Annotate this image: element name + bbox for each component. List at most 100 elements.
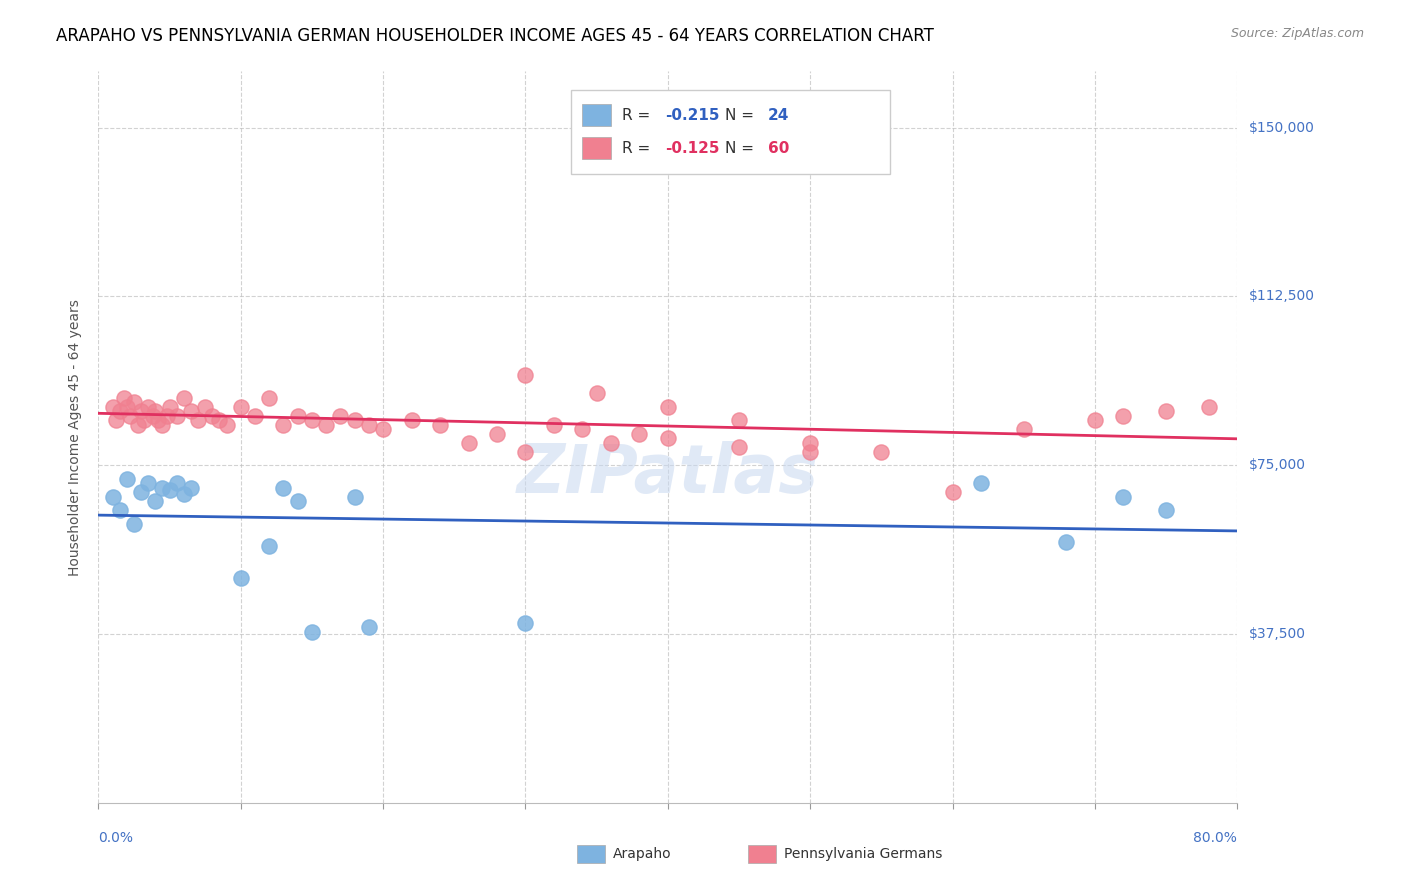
Point xyxy=(132,413,155,427)
Text: -0.125: -0.125 xyxy=(665,141,720,156)
Point xyxy=(585,386,607,401)
Point xyxy=(571,422,593,436)
Point xyxy=(357,417,380,432)
Point xyxy=(173,487,195,501)
Point xyxy=(515,444,537,458)
Point xyxy=(259,391,281,405)
Point xyxy=(101,400,124,414)
Point xyxy=(273,481,295,495)
Point xyxy=(799,444,821,458)
Point xyxy=(457,435,479,450)
Point xyxy=(152,417,174,432)
Point xyxy=(728,440,751,454)
Point xyxy=(115,472,138,486)
Point xyxy=(259,539,281,553)
Text: $37,500: $37,500 xyxy=(1249,627,1305,641)
Point xyxy=(141,409,163,423)
Point xyxy=(343,413,366,427)
Point xyxy=(657,431,679,445)
Point xyxy=(122,395,145,409)
Point xyxy=(287,409,309,423)
Point xyxy=(942,485,965,500)
Point xyxy=(156,409,179,423)
Point xyxy=(657,400,679,414)
Text: R =: R = xyxy=(623,108,655,123)
Point xyxy=(301,624,323,639)
Point xyxy=(728,413,751,427)
Point xyxy=(136,400,159,414)
Point xyxy=(159,400,181,414)
Point xyxy=(229,571,252,585)
Point xyxy=(1112,490,1135,504)
Point xyxy=(194,400,217,414)
Point xyxy=(129,485,152,500)
Point xyxy=(799,435,821,450)
Text: N =: N = xyxy=(725,141,759,156)
Point xyxy=(315,417,337,432)
Point xyxy=(1056,534,1078,549)
Point xyxy=(970,476,993,491)
Point xyxy=(108,404,131,418)
Point xyxy=(118,409,141,423)
Bar xyxy=(571,90,890,174)
Text: 80.0%: 80.0% xyxy=(1194,830,1237,845)
Point xyxy=(104,413,127,427)
Text: $75,000: $75,000 xyxy=(1249,458,1305,472)
Point xyxy=(122,516,145,531)
Point xyxy=(628,426,651,441)
Point xyxy=(201,409,224,423)
Text: 60: 60 xyxy=(768,141,789,156)
Point xyxy=(187,413,209,427)
Text: 0.0%: 0.0% xyxy=(98,830,134,845)
Y-axis label: Householder Income Ages 45 - 64 years: Householder Income Ages 45 - 64 years xyxy=(69,299,83,575)
Point xyxy=(166,476,188,491)
Point xyxy=(429,417,451,432)
Point xyxy=(1084,413,1107,427)
Point xyxy=(1154,404,1177,418)
Bar xyxy=(748,845,776,863)
Point xyxy=(273,417,295,432)
Text: N =: N = xyxy=(725,108,759,123)
Text: Source: ZipAtlas.com: Source: ZipAtlas.com xyxy=(1230,27,1364,40)
Point xyxy=(152,481,174,495)
Point xyxy=(243,409,266,423)
Point xyxy=(600,435,623,450)
Point xyxy=(148,413,170,427)
Text: ZIPatlas: ZIPatlas xyxy=(517,441,818,507)
Point xyxy=(108,503,131,517)
Text: Arapaho: Arapaho xyxy=(613,847,672,861)
Bar xyxy=(582,104,612,127)
Bar xyxy=(576,845,605,863)
Point xyxy=(329,409,352,423)
Point xyxy=(136,476,159,491)
Point xyxy=(208,413,231,427)
Point xyxy=(486,426,509,441)
Point xyxy=(1012,422,1035,436)
Point xyxy=(101,490,124,504)
Text: -0.215: -0.215 xyxy=(665,108,720,123)
Point xyxy=(180,404,202,418)
Point xyxy=(127,417,149,432)
Point xyxy=(373,422,395,436)
Point xyxy=(1154,503,1177,517)
Text: ARAPAHO VS PENNSYLVANIA GERMAN HOUSEHOLDER INCOME AGES 45 - 64 YEARS CORRELATION: ARAPAHO VS PENNSYLVANIA GERMAN HOUSEHOLD… xyxy=(56,27,934,45)
Point xyxy=(229,400,252,414)
Text: R =: R = xyxy=(623,141,655,156)
Point xyxy=(543,417,565,432)
Point xyxy=(1112,409,1135,423)
Bar xyxy=(582,137,612,159)
Point xyxy=(287,494,309,508)
Point xyxy=(515,368,537,383)
Point xyxy=(145,404,167,418)
Point xyxy=(343,490,366,504)
Text: 24: 24 xyxy=(768,108,789,123)
Point xyxy=(215,417,238,432)
Text: $112,500: $112,500 xyxy=(1249,289,1315,303)
Point xyxy=(1198,400,1220,414)
Point xyxy=(129,404,152,418)
Text: $150,000: $150,000 xyxy=(1249,120,1315,135)
Point xyxy=(115,400,138,414)
Point xyxy=(870,444,893,458)
Point xyxy=(112,391,135,405)
Point xyxy=(145,494,167,508)
